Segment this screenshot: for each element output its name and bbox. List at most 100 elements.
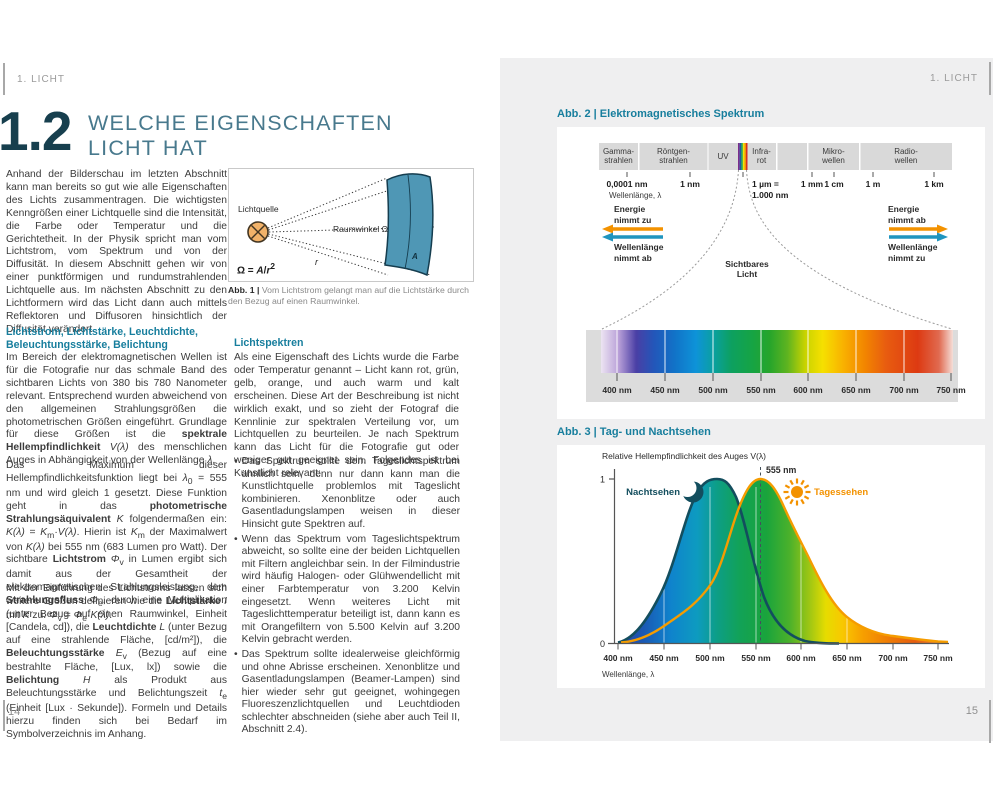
svg-text:Gamma-: Gamma- — [603, 147, 634, 156]
y-axis-label: Relative Hellempfindlichkeit des Auges V… — [602, 451, 766, 461]
svg-text:nimmt zu: nimmt zu — [614, 215, 651, 225]
svg-text:Mikro-: Mikro- — [822, 147, 845, 156]
svg-text:Energie: Energie — [888, 204, 919, 214]
sphere-patch — [384, 173, 434, 277]
figure3-box: Relative Hellempfindlichkeit des Auges V… — [557, 445, 985, 688]
list-item: Das Spektrum sollte dem Tageslichtspektr… — [234, 456, 460, 532]
y-tick-label-1: 1 — [600, 475, 605, 485]
svg-text:Wellenlänge: Wellenlänge — [614, 242, 664, 252]
svg-text:550 nm: 550 nm — [746, 385, 776, 395]
svg-text:1 µm =: 1 µm = — [752, 179, 779, 189]
y-tick-label-0: 0 — [600, 639, 605, 649]
svg-text:Infra-: Infra- — [752, 147, 771, 156]
svg-text:600 nm: 600 nm — [786, 653, 816, 663]
svg-text:0,0001 nm: 0,0001 nm — [606, 179, 648, 189]
funnel-dashed-lines — [601, 169, 953, 330]
peak-label: 555 nm — [766, 465, 796, 475]
svg-text:strahlen: strahlen — [659, 156, 687, 165]
moon-icon — [678, 479, 704, 503]
svg-text:Energie: Energie — [614, 204, 645, 214]
x-tick-labels: 400 nm 450 nm 500 nm 550 nm 600 nm 650 n… — [603, 653, 953, 663]
svg-text:wellen: wellen — [894, 156, 918, 165]
running-header-left: 1. LICHT — [17, 74, 66, 85]
svg-text:650 nm: 650 nm — [841, 385, 871, 395]
col1-heading: Lichtstrom, Lichtstärke, Leuchtdichte, B… — [6, 326, 198, 351]
nm-ticks — [616, 373, 952, 381]
svg-text:500 nm: 500 nm — [698, 385, 728, 395]
svg-text:Röntgen-: Röntgen- — [657, 147, 690, 156]
label-radius: r — [315, 257, 319, 267]
bullet-1-text: Das Spektrum sollte dem Tageslichtspektr… — [241, 456, 460, 530]
day-curve-stroke — [620, 477, 949, 644]
bullet-3-text: Das Spektrum sollte idealerweise gleichf… — [241, 648, 460, 736]
svg-text:1.000 nm: 1.000 nm — [752, 190, 789, 200]
section-title-line2: LICHT HAT — [88, 136, 208, 160]
spectrum-gridlines — [616, 330, 905, 373]
figure2-title: Abb. 2 | Elektromagnetisches Spektrum — [557, 108, 765, 120]
energy-wavelength-right: Energie nimmt ab Wellenlänge nimmt zu — [888, 204, 948, 263]
figure1-diagram: Lichtquelle Raumwinkel Ω r A — [238, 173, 435, 277]
page-number-left: 14 — [8, 706, 21, 718]
visible-light-label-line2: Licht — [737, 269, 757, 279]
col2-heading: Lichtspektren — [234, 337, 304, 349]
section-number: 1.2 — [0, 100, 72, 162]
header-rule-right — [989, 62, 991, 95]
scale-labels: 0,0001 nm 1 nm 1 µm = 1.000 nm 1 mm 1 cm… — [606, 179, 944, 200]
col2-bullet-list: Das Spektrum sollte dem Tageslichtspektr… — [234, 456, 460, 739]
label-light-source: Lichtquelle — [238, 204, 279, 214]
svg-text:450 nm: 450 nm — [650, 385, 680, 395]
svg-text:750 nm: 750 nm — [923, 653, 953, 663]
svg-text:400 nm: 400 nm — [603, 653, 633, 663]
figure3-chart: Relative Hellempfindlichkeit des Auges V… — [600, 451, 953, 679]
svg-text:1 nm: 1 nm — [680, 179, 700, 189]
label-area: A — [411, 252, 418, 261]
night-vision-label: Nachtsehen — [626, 487, 680, 498]
svg-text:450 nm: 450 nm — [649, 653, 679, 663]
svg-text:1 mm: 1 mm — [801, 179, 824, 189]
nm-tick-labels: 400 nm 450 nm 500 nm 550 nm 600 nm 650 n… — [602, 385, 966, 395]
energy-wavelength-left: Energie nimmt zu Wellenlänge nimmt ab — [602, 204, 664, 263]
col1-paragraph2: Das Maximum dieser Hellempfindlichkeitsf… — [6, 460, 227, 624]
svg-text:400 nm: 400 nm — [602, 385, 632, 395]
col1-paragraph1: Im Bereich der elektromagnetischen Welle… — [6, 352, 227, 467]
col1-paragraph3: Mit der Einführung des Lichtstroms lasse… — [6, 583, 227, 741]
section-title: WELCHE EIGENSCHAFTEN LICHT HAT — [88, 111, 393, 161]
section-title-line1: WELCHE EIGENSCHAFTEN — [88, 111, 393, 135]
arrow-right-orange-icon — [889, 224, 948, 234]
figure1-box: Lichtquelle Raumwinkel Ω r A Ω = A/r2 — [228, 168, 474, 282]
visible-light-label-line1: Sichtbares — [725, 259, 769, 269]
svg-text:750 nm: 750 nm — [936, 385, 966, 395]
figure3-title: Abb. 3 | Tag- und Nachtsehen — [557, 426, 711, 438]
night-curve-stroke — [617, 477, 840, 645]
page-number-right: 15 — [965, 705, 978, 717]
visible-light-stripe-icon — [738, 143, 748, 170]
label-solid-angle: Raumwinkel Ω — [333, 224, 388, 234]
svg-text:650 nm: 650 nm — [832, 653, 862, 663]
svg-text:1 km: 1 km — [924, 179, 944, 189]
scale-ticks — [626, 172, 935, 177]
band-labels: Gamma- strahlen Röntgen- strahlen UV Inf… — [603, 147, 918, 165]
arrow-right-blue-icon — [889, 232, 948, 242]
wavelength-axis-label: Wellenlänge, λ — [609, 191, 661, 200]
night-curve-fill — [618, 479, 839, 644]
light-bulb-icon — [247, 221, 269, 243]
visible-spectrum-bar — [601, 330, 953, 373]
figure2-box: Gamma- strahlen Röntgen- strahlen UV Inf… — [557, 127, 985, 419]
figure1-caption: Abb. 1 | Vom Lichtstrom gelangt man auf … — [228, 285, 474, 307]
svg-text:nimmt ab: nimmt ab — [888, 215, 926, 225]
svg-text:nimmt zu: nimmt zu — [888, 253, 925, 263]
svg-text:500 nm: 500 nm — [695, 653, 725, 663]
figure2-diagram: Gamma- strahlen Röntgen- strahlen UV Inf… — [586, 143, 966, 402]
svg-text:strahlen: strahlen — [604, 156, 632, 165]
footer-rule-left — [3, 700, 5, 731]
footer-rule-right — [989, 700, 991, 743]
intro-paragraph: Anhand der Bilderschau im letzten Abschn… — [6, 169, 227, 335]
solid-angle-formula: Ω = A/r2 — [237, 261, 275, 277]
running-header-right: 1. LICHT — [930, 73, 979, 84]
svg-text:1 m: 1 m — [866, 179, 881, 189]
arrow-left-blue-icon — [602, 232, 663, 242]
svg-text:700 nm: 700 nm — [889, 385, 919, 395]
sun-icon — [783, 478, 811, 506]
svg-text:UV: UV — [717, 152, 729, 161]
svg-text:nimmt ab: nimmt ab — [614, 253, 652, 263]
